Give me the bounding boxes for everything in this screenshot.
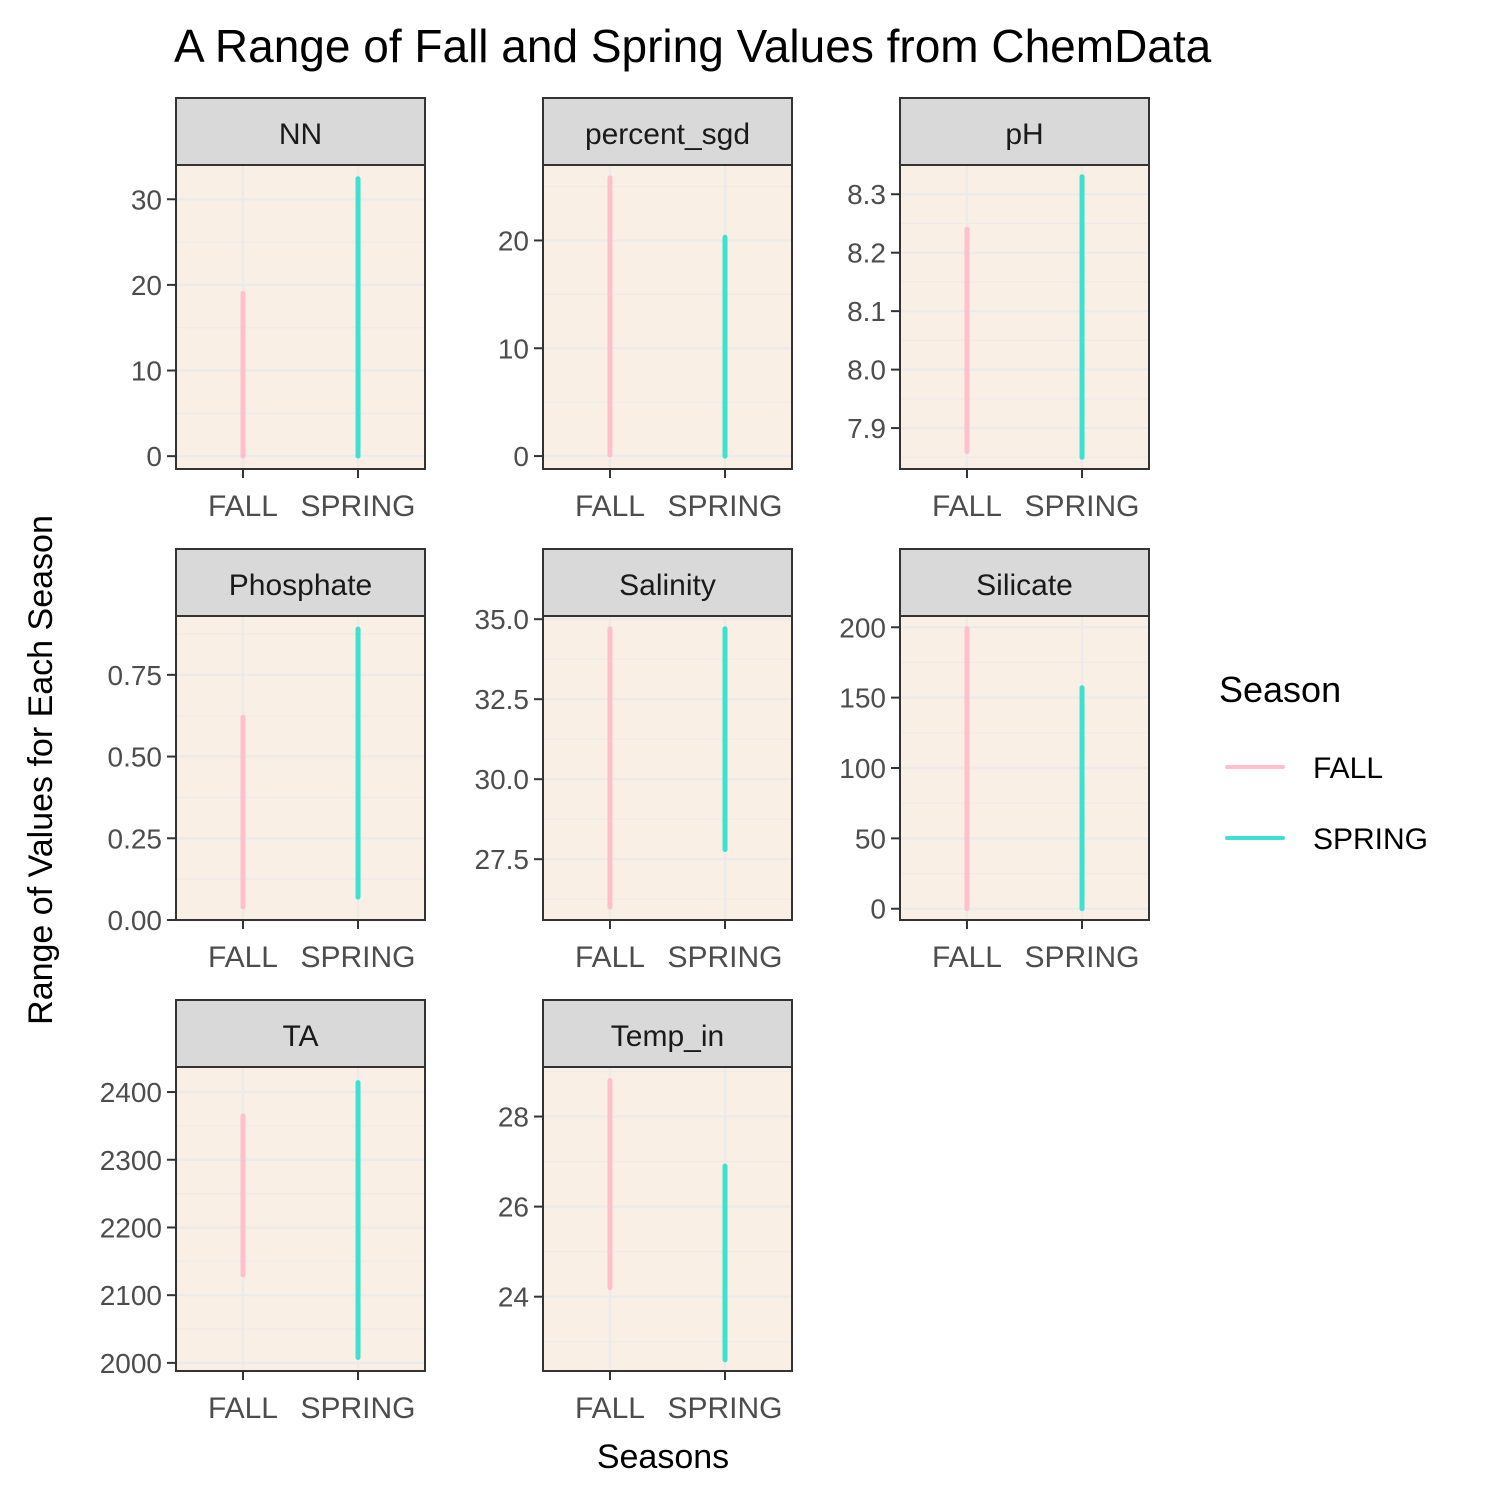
y-tick-label: 0 <box>513 441 529 472</box>
y-tick-label: 2100 <box>100 1280 162 1311</box>
facet-nn: NN 0 10 20 30 FALL SPRING <box>131 97 426 523</box>
y-tick-label: 26 <box>498 1192 529 1223</box>
y-tick-label: 10 <box>498 333 529 364</box>
facet-strip <box>175 97 426 166</box>
x-tick-label: FALL <box>575 1392 645 1425</box>
panel-border <box>542 1066 793 1372</box>
x-tick-label: FALL <box>932 490 1002 523</box>
x-tick-label: FALL <box>932 941 1002 974</box>
y-tick-label: 50 <box>855 823 886 854</box>
legend-title: Season <box>1219 669 1341 710</box>
legend-label-fall: FALL <box>1313 752 1383 785</box>
y-tick-label: 0.75 <box>108 660 163 691</box>
panel-border <box>175 615 426 921</box>
facet-ph: pH 7.9 8.0 8.1 8.2 8.3 FALL SPRING <box>847 97 1150 523</box>
y-tick-label: 2000 <box>100 1348 162 1379</box>
panel-background <box>176 165 425 469</box>
facet-strip <box>175 548 426 617</box>
y-tick-label: 8.1 <box>847 296 886 327</box>
panel-border <box>542 164 793 470</box>
y-tick-label: 2300 <box>100 1145 162 1176</box>
y-tick-label: 32.5 <box>475 684 530 715</box>
facet-strip-label: Salinity <box>619 569 716 602</box>
y-tick-label: 27.5 <box>475 844 530 875</box>
panel-background <box>543 1067 792 1371</box>
facet-strip-label: NN <box>279 118 322 151</box>
y-tick-label: 8.3 <box>847 179 886 210</box>
y-tick-label: 2200 <box>100 1212 162 1243</box>
x-tick-label: FALL <box>208 490 278 523</box>
legend-label-spring: SPRING <box>1313 823 1428 856</box>
y-tick-label: 35.0 <box>475 604 530 635</box>
facet-strip <box>542 548 793 617</box>
facet-strip-label: percent_sgd <box>585 118 750 151</box>
facet-temp-in: Temp_in 24 26 28 FALL SPRING <box>498 999 793 1425</box>
y-tick-label: 0 <box>146 441 162 472</box>
y-tick-label: 20 <box>498 225 529 256</box>
facet-strip <box>899 97 1150 166</box>
facet-phosphate: Phosphate 0.00 0.25 0.50 0.75 FALL SPRING <box>108 548 426 974</box>
y-tick-label: 30.0 <box>475 764 530 795</box>
facet-silicate: Silicate 0 50 100 150 200 FALL SPRING <box>839 548 1150 974</box>
panel-border <box>899 164 1150 470</box>
y-tick-label: 2400 <box>100 1077 162 1108</box>
chart-title: A Range of Fall and Spring Values from C… <box>174 20 1212 72</box>
facet-ta: TA 2000 2100 2200 2300 2400 FALL SPRING <box>100 999 426 1425</box>
panel-background <box>543 616 792 920</box>
y-tick-label: 7.9 <box>847 413 886 444</box>
x-tick-label: SPRING <box>1025 941 1140 974</box>
x-tick-label: SPRING <box>301 490 416 523</box>
x-tick-label: SPRING <box>668 1392 783 1425</box>
x-tick-label: SPRING <box>301 941 416 974</box>
facet-salinity: Salinity 27.5 30.0 32.5 35.0 FALL SPRING <box>475 548 793 974</box>
x-tick-label: FALL <box>208 1392 278 1425</box>
facet-strip-label: Silicate <box>976 569 1073 602</box>
x-tick-label: SPRING <box>301 1392 416 1425</box>
y-tick-label: 100 <box>839 753 886 784</box>
panel-background <box>176 616 425 920</box>
x-tick-label: FALL <box>208 941 278 974</box>
y-tick-label: 200 <box>839 612 886 643</box>
y-axis-label: Range of Values for Each Season <box>22 515 60 1025</box>
x-tick-label: SPRING <box>1025 490 1140 523</box>
panel-border <box>542 615 793 921</box>
y-tick-label: 0.00 <box>108 905 163 936</box>
y-tick-label: 8.0 <box>847 355 886 386</box>
facet-strip-label: Temp_in <box>611 1020 724 1053</box>
y-tick-label: 0.25 <box>108 823 163 854</box>
panel-background <box>543 165 792 469</box>
legend: Season FALL SPRING <box>1219 669 1428 856</box>
y-tick-label: 0 <box>870 894 886 925</box>
facet-strip <box>899 548 1150 617</box>
y-tick-label: 24 <box>498 1282 529 1313</box>
facet-strip-label: Phosphate <box>229 569 372 602</box>
y-tick-label: 0.50 <box>108 742 163 773</box>
y-tick-label: 10 <box>131 356 162 387</box>
y-tick-label: 8.2 <box>847 238 886 269</box>
facet-strip <box>542 999 793 1068</box>
x-axis-label: Seasons <box>597 1438 729 1476</box>
x-tick-label: FALL <box>575 490 645 523</box>
y-tick-label: 150 <box>839 683 886 714</box>
facet-strip <box>175 999 426 1068</box>
y-tick-label: 28 <box>498 1102 529 1133</box>
facet-strip-label: pH <box>1005 118 1043 151</box>
facet-percent-sgd: percent_sgd 0 10 20 FALL SPRING <box>498 97 793 523</box>
panel-border <box>175 164 426 470</box>
facet-strip <box>542 97 793 166</box>
panel-background <box>176 1067 425 1371</box>
y-tick-label: 20 <box>131 270 162 301</box>
x-tick-label: FALL <box>575 941 645 974</box>
x-tick-label: SPRING <box>668 490 783 523</box>
panel-background <box>900 165 1149 469</box>
facet-strip-label: TA <box>282 1020 318 1053</box>
y-tick-label: 30 <box>131 184 162 215</box>
x-tick-label: SPRING <box>668 941 783 974</box>
panel-border <box>175 1066 426 1372</box>
